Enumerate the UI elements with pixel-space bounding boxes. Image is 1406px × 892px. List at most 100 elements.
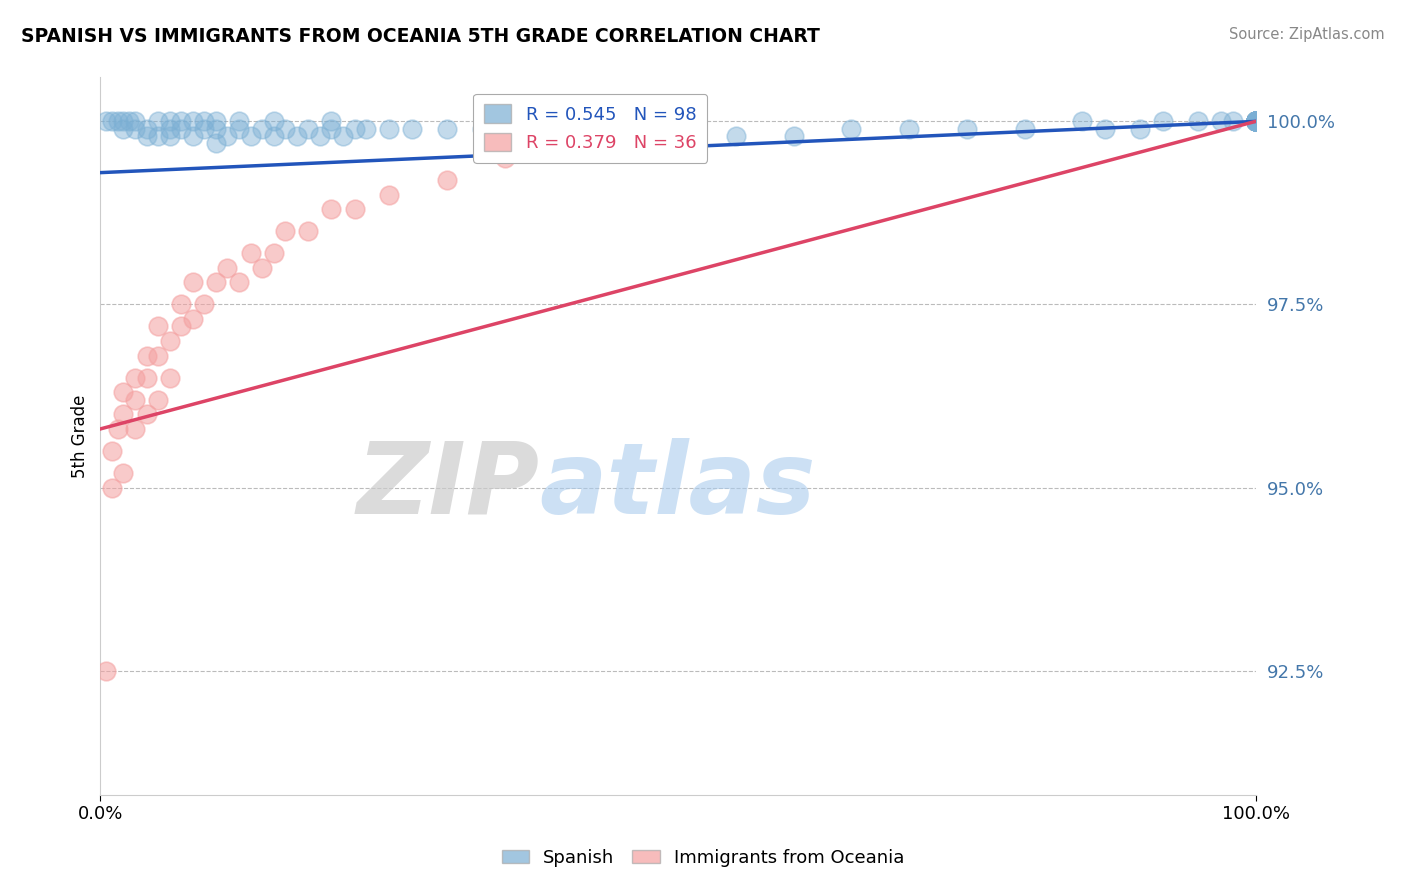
Point <box>1244 114 1267 128</box>
Point <box>112 121 135 136</box>
Point <box>170 114 193 128</box>
Point <box>118 114 141 128</box>
Point <box>228 121 250 136</box>
Point <box>1071 114 1094 128</box>
Point <box>124 114 146 128</box>
Point <box>321 114 343 128</box>
Point <box>551 128 574 143</box>
Point <box>1129 121 1152 136</box>
Point <box>1209 114 1232 128</box>
Point <box>1244 114 1267 128</box>
Legend: Spanish, Immigrants from Oceania: Spanish, Immigrants from Oceania <box>495 842 911 874</box>
Point <box>146 392 169 407</box>
Point <box>343 121 366 136</box>
Point <box>436 173 458 187</box>
Point <box>263 128 285 143</box>
Point <box>159 114 181 128</box>
Text: SPANISH VS IMMIGRANTS FROM OCEANIA 5TH GRADE CORRELATION CHART: SPANISH VS IMMIGRANTS FROM OCEANIA 5TH G… <box>21 27 820 45</box>
Point <box>274 224 297 238</box>
Point <box>112 407 135 421</box>
Point <box>1244 114 1267 128</box>
Point <box>146 128 169 143</box>
Point <box>181 114 204 128</box>
Point <box>839 121 862 136</box>
Point <box>782 128 804 143</box>
Point <box>1244 114 1267 128</box>
Point <box>250 260 273 275</box>
Point <box>378 121 401 136</box>
Point <box>471 121 494 136</box>
Point <box>101 114 124 128</box>
Point <box>1244 114 1267 128</box>
Point <box>1244 114 1267 128</box>
Point <box>1244 114 1267 128</box>
Point <box>124 121 146 136</box>
Point <box>1014 121 1036 136</box>
Point <box>898 121 921 136</box>
Point <box>1094 121 1116 136</box>
Point <box>956 121 979 136</box>
Point <box>274 121 297 136</box>
Point <box>112 466 135 480</box>
Point <box>170 297 193 311</box>
Point <box>228 276 250 290</box>
Point <box>205 136 228 151</box>
Point <box>666 121 689 136</box>
Point <box>217 128 239 143</box>
Point <box>1244 114 1267 128</box>
Point <box>146 319 169 334</box>
Point <box>107 422 129 436</box>
Point <box>1244 114 1267 128</box>
Point <box>297 121 319 136</box>
Point <box>205 114 228 128</box>
Point <box>1244 114 1267 128</box>
Point <box>574 121 596 136</box>
Point <box>228 114 250 128</box>
Point <box>609 121 631 136</box>
Point <box>112 385 135 400</box>
Point <box>239 246 262 260</box>
Point <box>159 121 181 136</box>
Point <box>1244 114 1267 128</box>
Point <box>436 121 458 136</box>
Point <box>343 202 366 217</box>
Point <box>401 121 423 136</box>
Point <box>101 481 124 495</box>
Point <box>193 114 215 128</box>
Point <box>1244 114 1267 128</box>
Point <box>1244 114 1267 128</box>
Point <box>308 128 330 143</box>
Point <box>724 128 747 143</box>
Text: atlas: atlas <box>540 438 815 535</box>
Point <box>146 114 169 128</box>
Point <box>1244 114 1267 128</box>
Point <box>1152 114 1174 128</box>
Point <box>1244 114 1267 128</box>
Point <box>1244 114 1267 128</box>
Point <box>1244 114 1267 128</box>
Point <box>159 128 181 143</box>
Point <box>181 312 204 326</box>
Text: ZIP: ZIP <box>356 438 540 535</box>
Point <box>193 121 215 136</box>
Point <box>1244 114 1267 128</box>
Legend: R = 0.545   N = 98, R = 0.379   N = 36: R = 0.545 N = 98, R = 0.379 N = 36 <box>474 94 707 163</box>
Point <box>101 443 124 458</box>
Point <box>94 114 117 128</box>
Point <box>1244 114 1267 128</box>
Point <box>135 121 157 136</box>
Point <box>146 349 169 363</box>
Point <box>263 114 285 128</box>
Point <box>1244 114 1267 128</box>
Point <box>494 128 516 143</box>
Point <box>159 334 181 348</box>
Point <box>297 224 319 238</box>
Point <box>170 319 193 334</box>
Point <box>217 260 239 275</box>
Point <box>378 187 401 202</box>
Point <box>107 114 129 128</box>
Point <box>250 121 273 136</box>
Point <box>321 121 343 136</box>
Point <box>1244 114 1267 128</box>
Point <box>1244 114 1267 128</box>
